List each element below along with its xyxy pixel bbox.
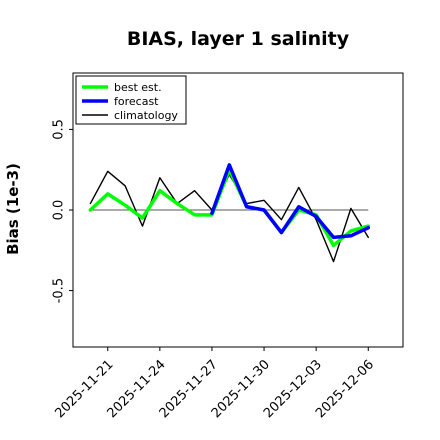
series-layer (88, 163, 371, 263)
y-tick-label: 0.5 (52, 119, 67, 140)
series-line-forecast (210, 163, 371, 240)
legend-label: climatology (114, 109, 178, 122)
legend-label: best est. (114, 81, 162, 94)
legend-label: forecast (114, 95, 159, 108)
y-axis-label: Bias (1e-3) (4, 163, 22, 255)
series-line-best-est (88, 167, 371, 248)
chart-title: BIAS, layer 1 salinity (127, 28, 350, 50)
y-tick-label: 0.0 (52, 200, 67, 221)
x-axis-ticks: 2025-11-212025-11-242025-11-272025-11-30… (53, 347, 377, 421)
y-tick-label: -0.5 (52, 278, 67, 303)
series-line-climatology (89, 170, 369, 263)
y-axis-ticks: -0.5 0.0 0.5 (52, 119, 73, 303)
